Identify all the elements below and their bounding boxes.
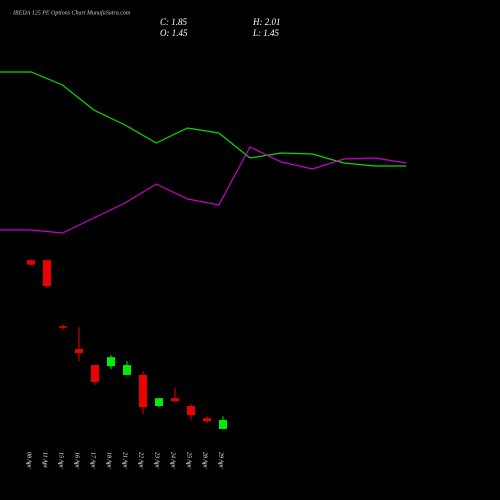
- high-label: H: 2.01: [252, 17, 281, 27]
- candle-body: [219, 419, 227, 429]
- x-tick-label: 16 Apr: [74, 452, 80, 469]
- open-label: O: 1.45: [160, 28, 188, 38]
- candle-body: [59, 326, 67, 328]
- x-tick-label: 24 Apr: [170, 452, 177, 469]
- candle-body: [123, 365, 131, 375]
- x-tick-label: 15 Apr: [58, 452, 64, 469]
- candle-body: [91, 365, 99, 382]
- low-label: L: 1.45: [252, 28, 280, 38]
- candle-body: [187, 406, 195, 416]
- x-tick-label: 17 Apr: [90, 452, 96, 469]
- candle-body: [107, 357, 115, 367]
- candle-body: [203, 418, 211, 422]
- x-tick-label: 22 Apr: [138, 452, 144, 469]
- x-tick-label: 08 Apr: [26, 452, 32, 469]
- x-tick-label: 11 Apr: [42, 452, 48, 469]
- x-tick-label: 29 Apr: [218, 452, 224, 469]
- candle-body: [27, 260, 35, 265]
- candle-body: [139, 374, 147, 408]
- close-label: C: 1.85: [160, 17, 188, 27]
- candle-body: [43, 260, 51, 287]
- candle-body: [171, 398, 179, 402]
- x-tick-label: 21 Apr: [122, 452, 128, 469]
- candle-body: [155, 398, 163, 407]
- indicator-line: [0, 71, 407, 167]
- chart-title: IREDA 125 PE Options Chart MunafaSutra.c…: [12, 9, 131, 16]
- candle-body: [75, 349, 83, 354]
- x-tick-label: 18 Apr: [106, 452, 112, 469]
- x-tick-label: 25 Apr: [186, 452, 192, 469]
- x-tick-label: 23 Apr: [154, 452, 160, 469]
- indicator-line: [0, 146, 407, 234]
- x-tick-label: 28 Apr: [202, 452, 208, 469]
